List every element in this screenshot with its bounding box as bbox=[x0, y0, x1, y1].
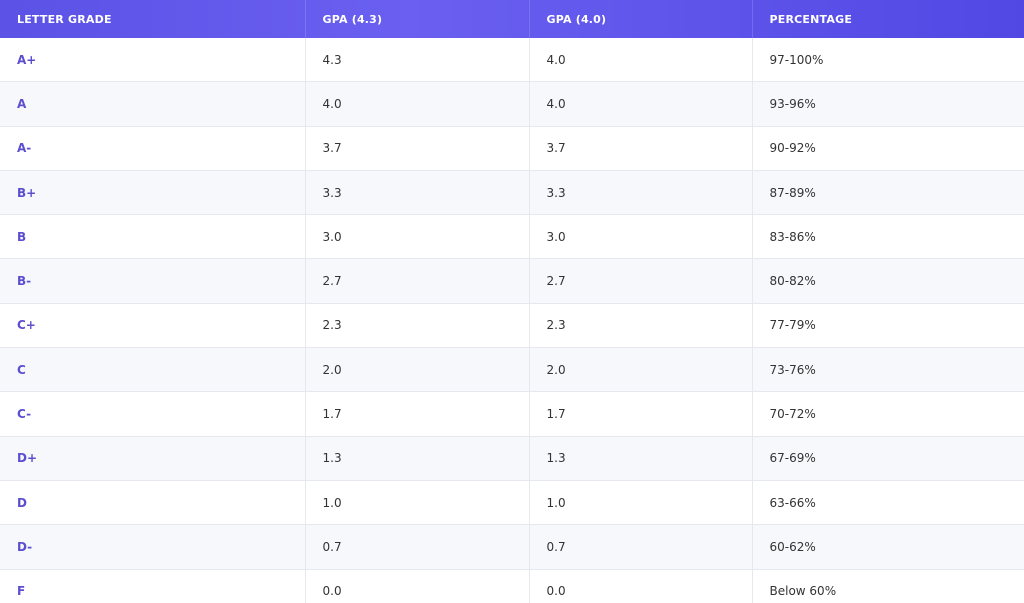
letter-grade: B- bbox=[0, 258, 306, 304]
table-cell: 90-92% bbox=[752, 126, 1024, 171]
table-row: C+ 2.3 2.3 77-79% bbox=[0, 303, 1024, 349]
table-cell: 67-69% bbox=[752, 436, 1024, 481]
letter-grade: D bbox=[0, 480, 306, 526]
table-cell: 3.7 bbox=[305, 126, 530, 171]
table-cell: 1.7 bbox=[529, 391, 753, 437]
header-cell: PERCENTAGE bbox=[752, 0, 1024, 38]
table-cell: 4.0 bbox=[529, 38, 753, 83]
table-cell: 4.0 bbox=[529, 81, 753, 127]
table-cell: 93-96% bbox=[752, 81, 1024, 127]
table-row: A- 3.7 3.7 90-92% bbox=[0, 126, 1024, 171]
table-row: C 2.0 2.0 73-76% bbox=[0, 347, 1024, 393]
table-cell: 3.7 bbox=[529, 126, 753, 171]
table-cell: 80-82% bbox=[752, 258, 1024, 304]
table-row: D- 0.7 0.7 60-62% bbox=[0, 524, 1024, 570]
letter-grade: B+ bbox=[0, 170, 306, 216]
table-cell: 2.0 bbox=[529, 347, 753, 393]
table-cell: 3.3 bbox=[305, 170, 530, 216]
table-cell: 2.3 bbox=[529, 303, 753, 349]
table-row: A+ 4.3 4.0 97-100% bbox=[0, 38, 1024, 83]
table-cell: 87-89% bbox=[752, 170, 1024, 216]
table-cell: 3.0 bbox=[305, 214, 530, 260]
letter-grade: F bbox=[0, 569, 306, 603]
table-cell: 0.0 bbox=[529, 569, 753, 603]
table-cell: 0.7 bbox=[305, 524, 530, 570]
table-cell: Below 60% bbox=[752, 569, 1024, 603]
table-cell: 1.0 bbox=[529, 480, 753, 526]
table-cell: 1.3 bbox=[529, 436, 753, 481]
table-cell: 0.7 bbox=[529, 524, 753, 570]
table-row: A 4.0 4.0 93-96% bbox=[0, 81, 1024, 127]
letter-grade: D+ bbox=[0, 436, 306, 481]
table-cell: 73-76% bbox=[752, 347, 1024, 393]
table-cell: 1.7 bbox=[305, 391, 530, 437]
table-cell: 2.7 bbox=[529, 258, 753, 304]
table-cell: 83-86% bbox=[752, 214, 1024, 260]
table-row: C- 1.7 1.7 70-72% bbox=[0, 391, 1024, 437]
header-row: LETTER GRADE GPA (4.3) GPA (4.0) PERCENTAGE bbox=[0, 0, 1024, 38]
table-row: B+ 3.3 3.3 87-89% bbox=[0, 170, 1024, 216]
table-cell: 2.0 bbox=[305, 347, 530, 393]
table-row: D+ 1.3 1.3 67-69% bbox=[0, 436, 1024, 481]
header-cell: GPA (4.0) bbox=[529, 0, 753, 38]
letter-grade: A bbox=[0, 81, 306, 127]
table-cell: 4.3 bbox=[305, 38, 530, 83]
table-header: LETTER GRADE GPA (4.3) GPA (4.0) PERCENTAGE bbox=[0, 0, 1024, 38]
table-cell: 63-66% bbox=[752, 480, 1024, 526]
table-cell: 60-62% bbox=[752, 524, 1024, 570]
table-cell: 3.3 bbox=[529, 170, 753, 216]
table-cell: 70-72% bbox=[752, 391, 1024, 437]
table-row: D 1.0 1.0 63-66% bbox=[0, 480, 1024, 526]
table-cell: 3.0 bbox=[529, 214, 753, 260]
table-cell: 2.7 bbox=[305, 258, 530, 304]
table-row: F 0.0 0.0 Below 60% bbox=[0, 569, 1024, 603]
table-cell: 2.3 bbox=[305, 303, 530, 349]
header-cell: LETTER GRADE bbox=[0, 0, 306, 38]
table-cell: 1.3 bbox=[305, 436, 530, 481]
table-body: A+ 4.3 4.0 97-100% A 4.0 4.0 93-96% A- 3.7 3.7 90-9… bbox=[0, 38, 1024, 603]
table-cell: 1.0 bbox=[305, 480, 530, 526]
letter-grade: C+ bbox=[0, 303, 306, 349]
letter-grade: C- bbox=[0, 391, 306, 437]
table-row: B- 2.7 2.7 80-82% bbox=[0, 258, 1024, 304]
header-cell: GPA (4.3) bbox=[305, 0, 530, 38]
table-cell: 97-100% bbox=[752, 38, 1024, 83]
letter-grade: D- bbox=[0, 524, 306, 570]
letter-grade: A- bbox=[0, 126, 306, 171]
table-cell: 4.0 bbox=[305, 81, 530, 127]
table-cell: 0.0 bbox=[305, 569, 530, 603]
table-row: B 3.0 3.0 83-86% bbox=[0, 214, 1024, 260]
letter-grade: A+ bbox=[0, 38, 306, 83]
letter-grade: B bbox=[0, 214, 306, 260]
letter-grade: C bbox=[0, 347, 306, 393]
table-cell: 77-79% bbox=[752, 303, 1024, 349]
